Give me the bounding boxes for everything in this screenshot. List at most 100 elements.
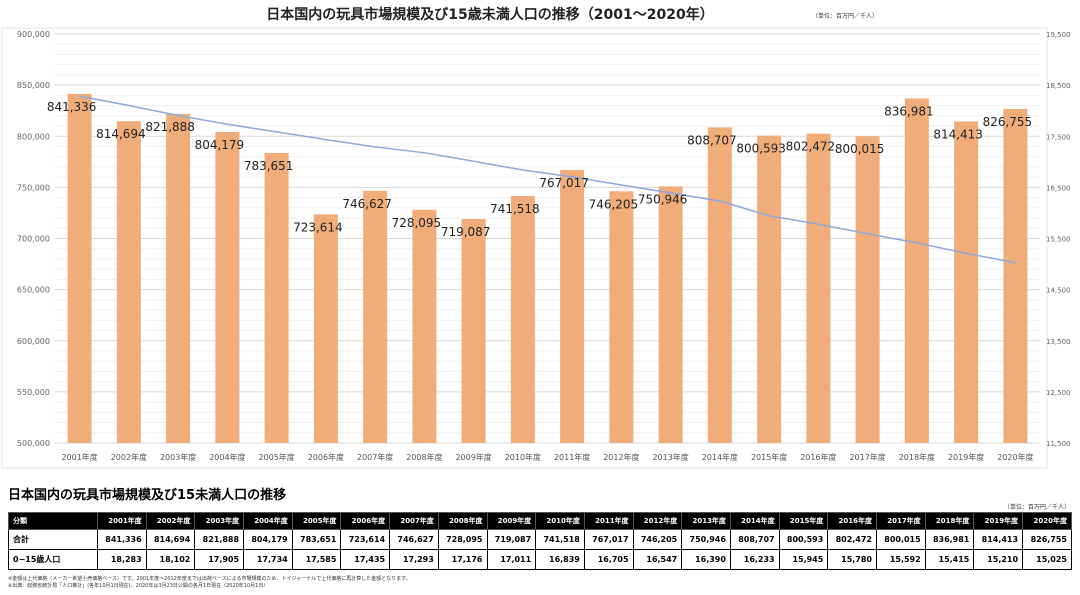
x-tick-label: 2017年度 <box>849 452 885 462</box>
header-label: 分類 <box>8 512 98 530</box>
y-tick-label: 800,000 <box>17 132 50 141</box>
table-cell: 800,015 <box>876 529 926 550</box>
table-cell: 15,210 <box>973 549 1024 570</box>
toy-market-chart: 日本国内の玩具市場規模及び15歳未満人口の推移（2001〜2020年） （単位：… <box>1 6 1071 469</box>
header-year: 2018年度 <box>924 512 975 530</box>
data-label: 814,694 <box>96 127 146 141</box>
table-cell: 17,905 <box>194 549 245 570</box>
header-year: 2014年度 <box>729 512 780 530</box>
chart-title: 日本国内の玩具市場規模及び15歳未満人口の推移（2001〜2020年） <box>266 6 713 23</box>
row-label: 合計 <box>8 529 98 550</box>
table-cell: 808,707 <box>729 529 780 550</box>
header-year: 2016年度 <box>827 512 877 530</box>
bar <box>904 98 929 444</box>
bar <box>461 218 486 443</box>
population-point <box>374 146 376 148</box>
header-year: 2009年度 <box>486 512 537 530</box>
bar <box>560 169 585 444</box>
population-point <box>768 214 770 217</box>
bar <box>658 186 683 443</box>
table-cell: 767,017 <box>583 529 634 550</box>
table-cell: 814,413 <box>973 529 1024 550</box>
population-point <box>78 95 81 98</box>
population-point <box>423 152 426 154</box>
y-tick-label: 900,000 <box>17 30 50 39</box>
x-tick-label: 2018年度 <box>899 452 935 462</box>
table-row: 合計 841,336 814,694 821,888 804,179 783,651 723… <box>8 529 1072 550</box>
row-label: 0−15歳人口 <box>8 549 98 570</box>
table-cell: 17,585 <box>291 549 342 570</box>
header-year: 2001年度 <box>97 512 147 530</box>
table-cell: 841,336 <box>97 529 147 550</box>
data-label: 804,179 <box>195 138 245 152</box>
table-cell: 15,780 <box>827 549 877 570</box>
table-cell: 826,755 <box>1022 529 1072 550</box>
bar <box>609 191 634 443</box>
bar <box>510 196 535 443</box>
bar <box>855 136 880 443</box>
y-tick-label: 700,000 <box>17 235 50 244</box>
bar <box>67 93 92 443</box>
y2-tick-label: 12,500 <box>1046 389 1071 397</box>
table-cell: 746,627 <box>389 529 439 550</box>
y2-tick-label: 15,500 <box>1046 236 1071 244</box>
data-label: 826,755 <box>983 115 1033 129</box>
table-cell: 836,981 <box>924 529 975 550</box>
table-cell: 821,888 <box>194 529 245 550</box>
table-cell: 15,945 <box>778 549 829 570</box>
data-label: 750,946 <box>638 192 688 206</box>
table-cell: 750,946 <box>681 529 731 550</box>
header-year: 2002年度 <box>145 512 196 530</box>
table-cell: 719,087 <box>486 529 537 550</box>
table-cell: 17,435 <box>340 549 391 570</box>
header-year: 2017年度 <box>876 512 926 530</box>
table-cell: 728,095 <box>437 529 488 550</box>
population-point <box>226 123 229 126</box>
table-cell: 783,651 <box>291 529 342 550</box>
header-year: 2015年度 <box>778 512 829 530</box>
data-label: 800,015 <box>835 142 885 156</box>
data-label: 800,593 <box>736 142 786 156</box>
table-row: 0−15歳人口 18,283 18,102 17,905 17,734 17,585 17,… <box>8 549 1072 570</box>
population-point <box>669 192 672 194</box>
x-tick-label: 2020年度 <box>997 452 1033 462</box>
table-cell: 16,233 <box>729 549 780 570</box>
population-point <box>620 184 623 186</box>
data-label: 836,981 <box>884 104 934 118</box>
x-tick-label: 2014年度 <box>702 452 738 462</box>
header-year: 2011年度 <box>583 512 634 530</box>
data-label: 802,472 <box>786 140 836 154</box>
table-cell: 800,593 <box>778 529 829 550</box>
header-year: 2020年度 <box>1022 512 1072 530</box>
x-tick-label: 2003年度 <box>160 452 196 462</box>
data-label: 728,095 <box>392 216 442 230</box>
data-label: 741,518 <box>490 202 540 216</box>
table-cell: 17,734 <box>243 549 293 570</box>
bar <box>313 214 338 443</box>
x-tick-label: 2005年度 <box>258 452 294 462</box>
population-point <box>965 252 967 255</box>
y2-tick-label: 14,500 <box>1046 287 1071 295</box>
x-tick-label: 2012年度 <box>603 452 639 462</box>
chart-unit-note: （単位：百万円／千人） <box>812 12 878 20</box>
data-table: 分類 2001年度 2002年度 2003年度 2004年度 2005年度 2006年度 2… <box>8 512 1072 570</box>
population-point <box>275 131 278 133</box>
x-tick-label: 2002年度 <box>111 452 147 462</box>
y2-tick-label: 18,500 <box>1046 82 1071 90</box>
header-year: 2012年度 <box>632 512 683 530</box>
population-point <box>522 169 524 171</box>
data-label: 814,413 <box>933 128 983 142</box>
table-header-row: 分類 2001年度 2002年度 2003年度 2004年度 2005年度 2006年度 2… <box>8 512 1072 530</box>
y2-tick-label: 11,500 <box>1046 440 1071 448</box>
population-point <box>916 242 918 244</box>
footnote: ※出典：総務省統計局「人口推計」(各年10月1日現在)、2020年は3月23日公… <box>8 583 269 589</box>
header-year: 2008年度 <box>437 512 488 530</box>
table-title: 日本国内の玩具市場規模及び15未満人口の推移 <box>8 488 287 503</box>
bar <box>954 121 979 444</box>
x-tick-label: 2016年度 <box>800 452 836 462</box>
x-tick-label: 2008年度 <box>406 452 442 462</box>
table-unit-note: （単位：百万円／千人） <box>1003 504 1070 511</box>
x-tick-label: 2006年度 <box>308 452 344 462</box>
population-point <box>128 104 130 107</box>
footnote: ※金額は上代価格（メーカー希望小売価格ベース）です。2001年度〜2012年度ま… <box>8 576 411 582</box>
